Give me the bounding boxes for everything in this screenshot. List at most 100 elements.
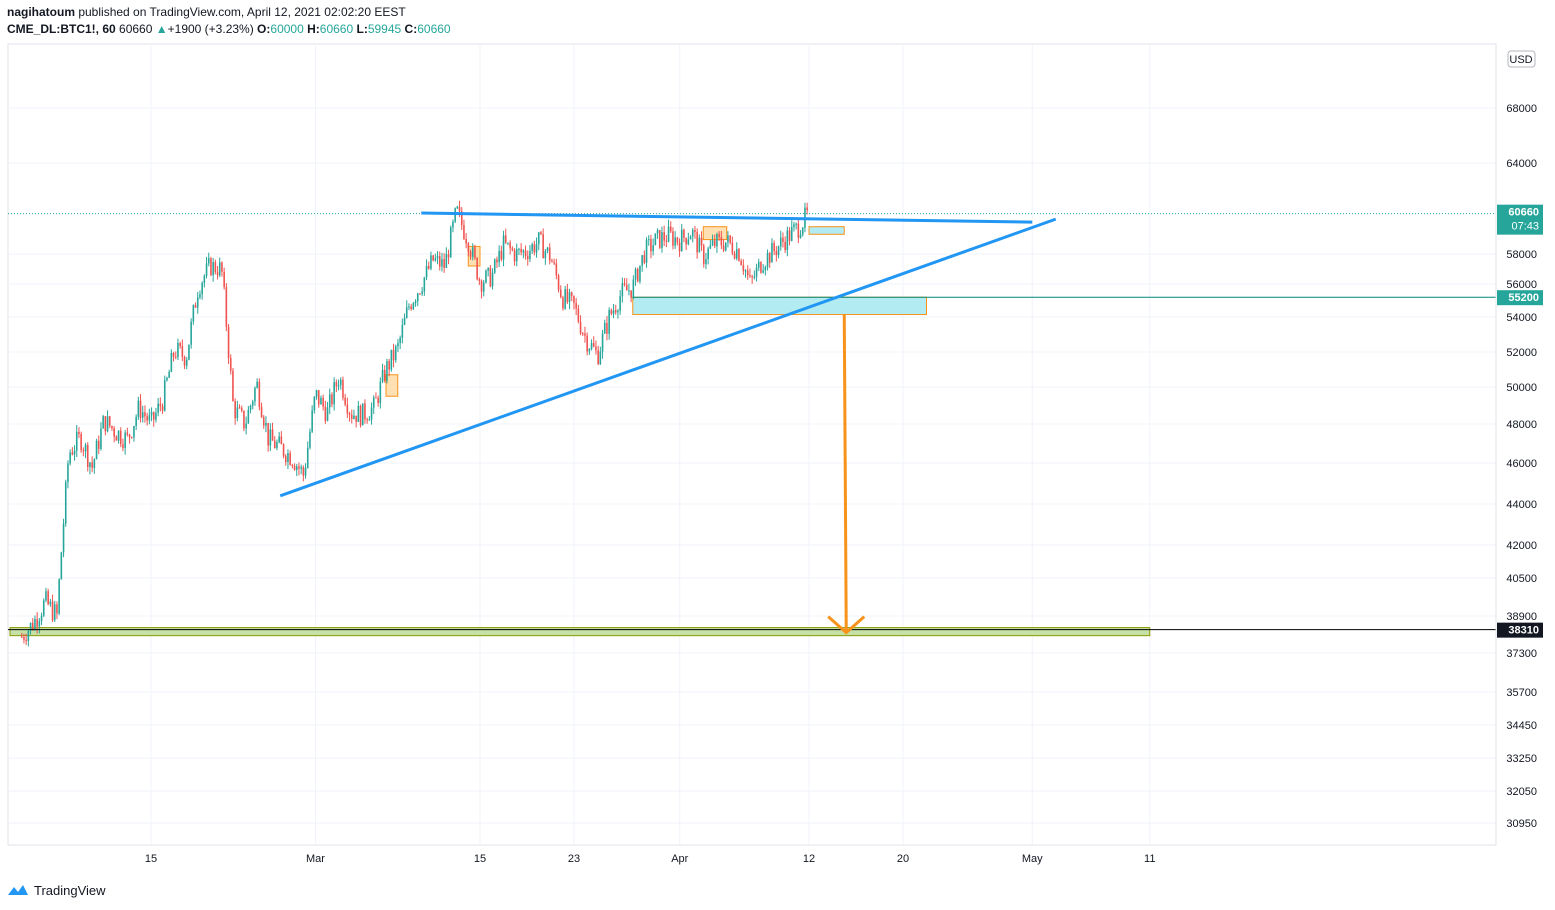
open-value: 60000 [270, 22, 304, 36]
candle-body [419, 293, 421, 295]
candle-body [185, 359, 188, 366]
candle-body [212, 262, 214, 276]
candle-body [632, 279, 635, 298]
candle-body [42, 600, 45, 616]
candle-body [619, 296, 621, 311]
candle-body [691, 229, 694, 237]
candle-body [113, 428, 115, 437]
candle-body [599, 351, 602, 365]
x-tick-label: 15 [145, 853, 157, 865]
candle-body [511, 248, 514, 251]
candle-body [515, 249, 518, 262]
candle-body [139, 400, 142, 418]
candle-body [377, 397, 379, 403]
candle-body [425, 265, 428, 278]
low-label: L: [356, 22, 368, 36]
candle-body [388, 361, 390, 370]
candle-body [196, 297, 199, 308]
candle-body [161, 406, 164, 411]
x-tick-label: 20 [897, 853, 909, 865]
candle-body [124, 432, 126, 448]
candle-body [777, 246, 780, 256]
candle-body [135, 417, 137, 427]
high-value: 60660 [319, 22, 354, 36]
candle-body [652, 245, 654, 252]
publish-text: published on TradingView.com, April 12, … [75, 5, 406, 19]
candle-body [518, 248, 520, 250]
candle-body [557, 275, 560, 290]
candle-body [764, 266, 767, 271]
candle-body [661, 232, 663, 248]
candle-body [210, 258, 212, 276]
candle-body [452, 221, 454, 228]
candle-body [471, 247, 474, 257]
candle-body [265, 422, 267, 426]
y-tick-label: 34450 [1506, 720, 1537, 732]
candle-body [579, 321, 582, 334]
candle-body [562, 297, 564, 309]
candle-body [368, 419, 371, 421]
candle-body [544, 251, 547, 259]
candle-body [597, 350, 599, 365]
candle-body [344, 397, 346, 405]
candle-body [581, 333, 584, 335]
symbol-label[interactable]: CME_DL:BTC1!, 60 [7, 22, 116, 36]
candle-body [694, 229, 696, 232]
tradingview-branding[interactable]: TradingView [6, 882, 106, 898]
candle-body [540, 232, 542, 235]
candle-body [432, 255, 434, 261]
candle-body [370, 407, 373, 420]
candle-body [529, 250, 531, 260]
candle-body [449, 227, 452, 258]
candle-body [333, 382, 335, 405]
x-tick-label: 15 [474, 853, 486, 865]
y-tick-label: 58000 [1506, 249, 1537, 261]
candle-body [34, 619, 36, 630]
candle-body [267, 422, 269, 446]
candle-body [485, 270, 487, 283]
candle-body [707, 248, 709, 260]
candle-body [276, 442, 278, 449]
x-tick-label: 11 [1144, 853, 1155, 865]
candle-body [262, 417, 265, 426]
candle-body [674, 237, 676, 246]
candle-body [247, 409, 250, 424]
candle-body [577, 308, 580, 322]
candle-body [133, 426, 135, 438]
candle-body [284, 455, 287, 463]
candle-body [47, 591, 49, 605]
candle-body [181, 346, 184, 357]
y-tick-label: 35700 [1506, 687, 1537, 699]
author-name[interactable]: nagihatoum [7, 5, 75, 19]
price-tag-value: 60660 [1508, 207, 1539, 219]
candle-body [64, 482, 67, 524]
high-label: H: [307, 22, 320, 36]
resistance-trendline [421, 211, 1033, 224]
candle-body [223, 271, 225, 288]
y-tick-label: 38900 [1506, 611, 1537, 623]
candle-body [753, 276, 756, 278]
candle-body [86, 444, 89, 468]
support-trendline [279, 217, 1057, 498]
candle-body [335, 382, 338, 387]
candle-body [427, 265, 430, 269]
candle-body [258, 381, 261, 408]
candle-body [108, 416, 111, 426]
candle-body [584, 333, 586, 336]
y-tick-label: 56000 [1506, 279, 1537, 291]
candle-body [639, 265, 641, 282]
candle-body [269, 429, 272, 446]
candle-body [634, 268, 637, 280]
candle-body [614, 310, 617, 313]
candle-body [507, 242, 509, 244]
zones [9, 226, 1151, 637]
candle-body [663, 232, 665, 241]
candle-body [361, 403, 364, 426]
candle-body [702, 245, 705, 265]
candle-body [225, 287, 228, 327]
candle-body [249, 405, 252, 410]
candle-body [788, 230, 791, 241]
close-label: C: [404, 22, 418, 36]
candle-body [106, 416, 109, 432]
